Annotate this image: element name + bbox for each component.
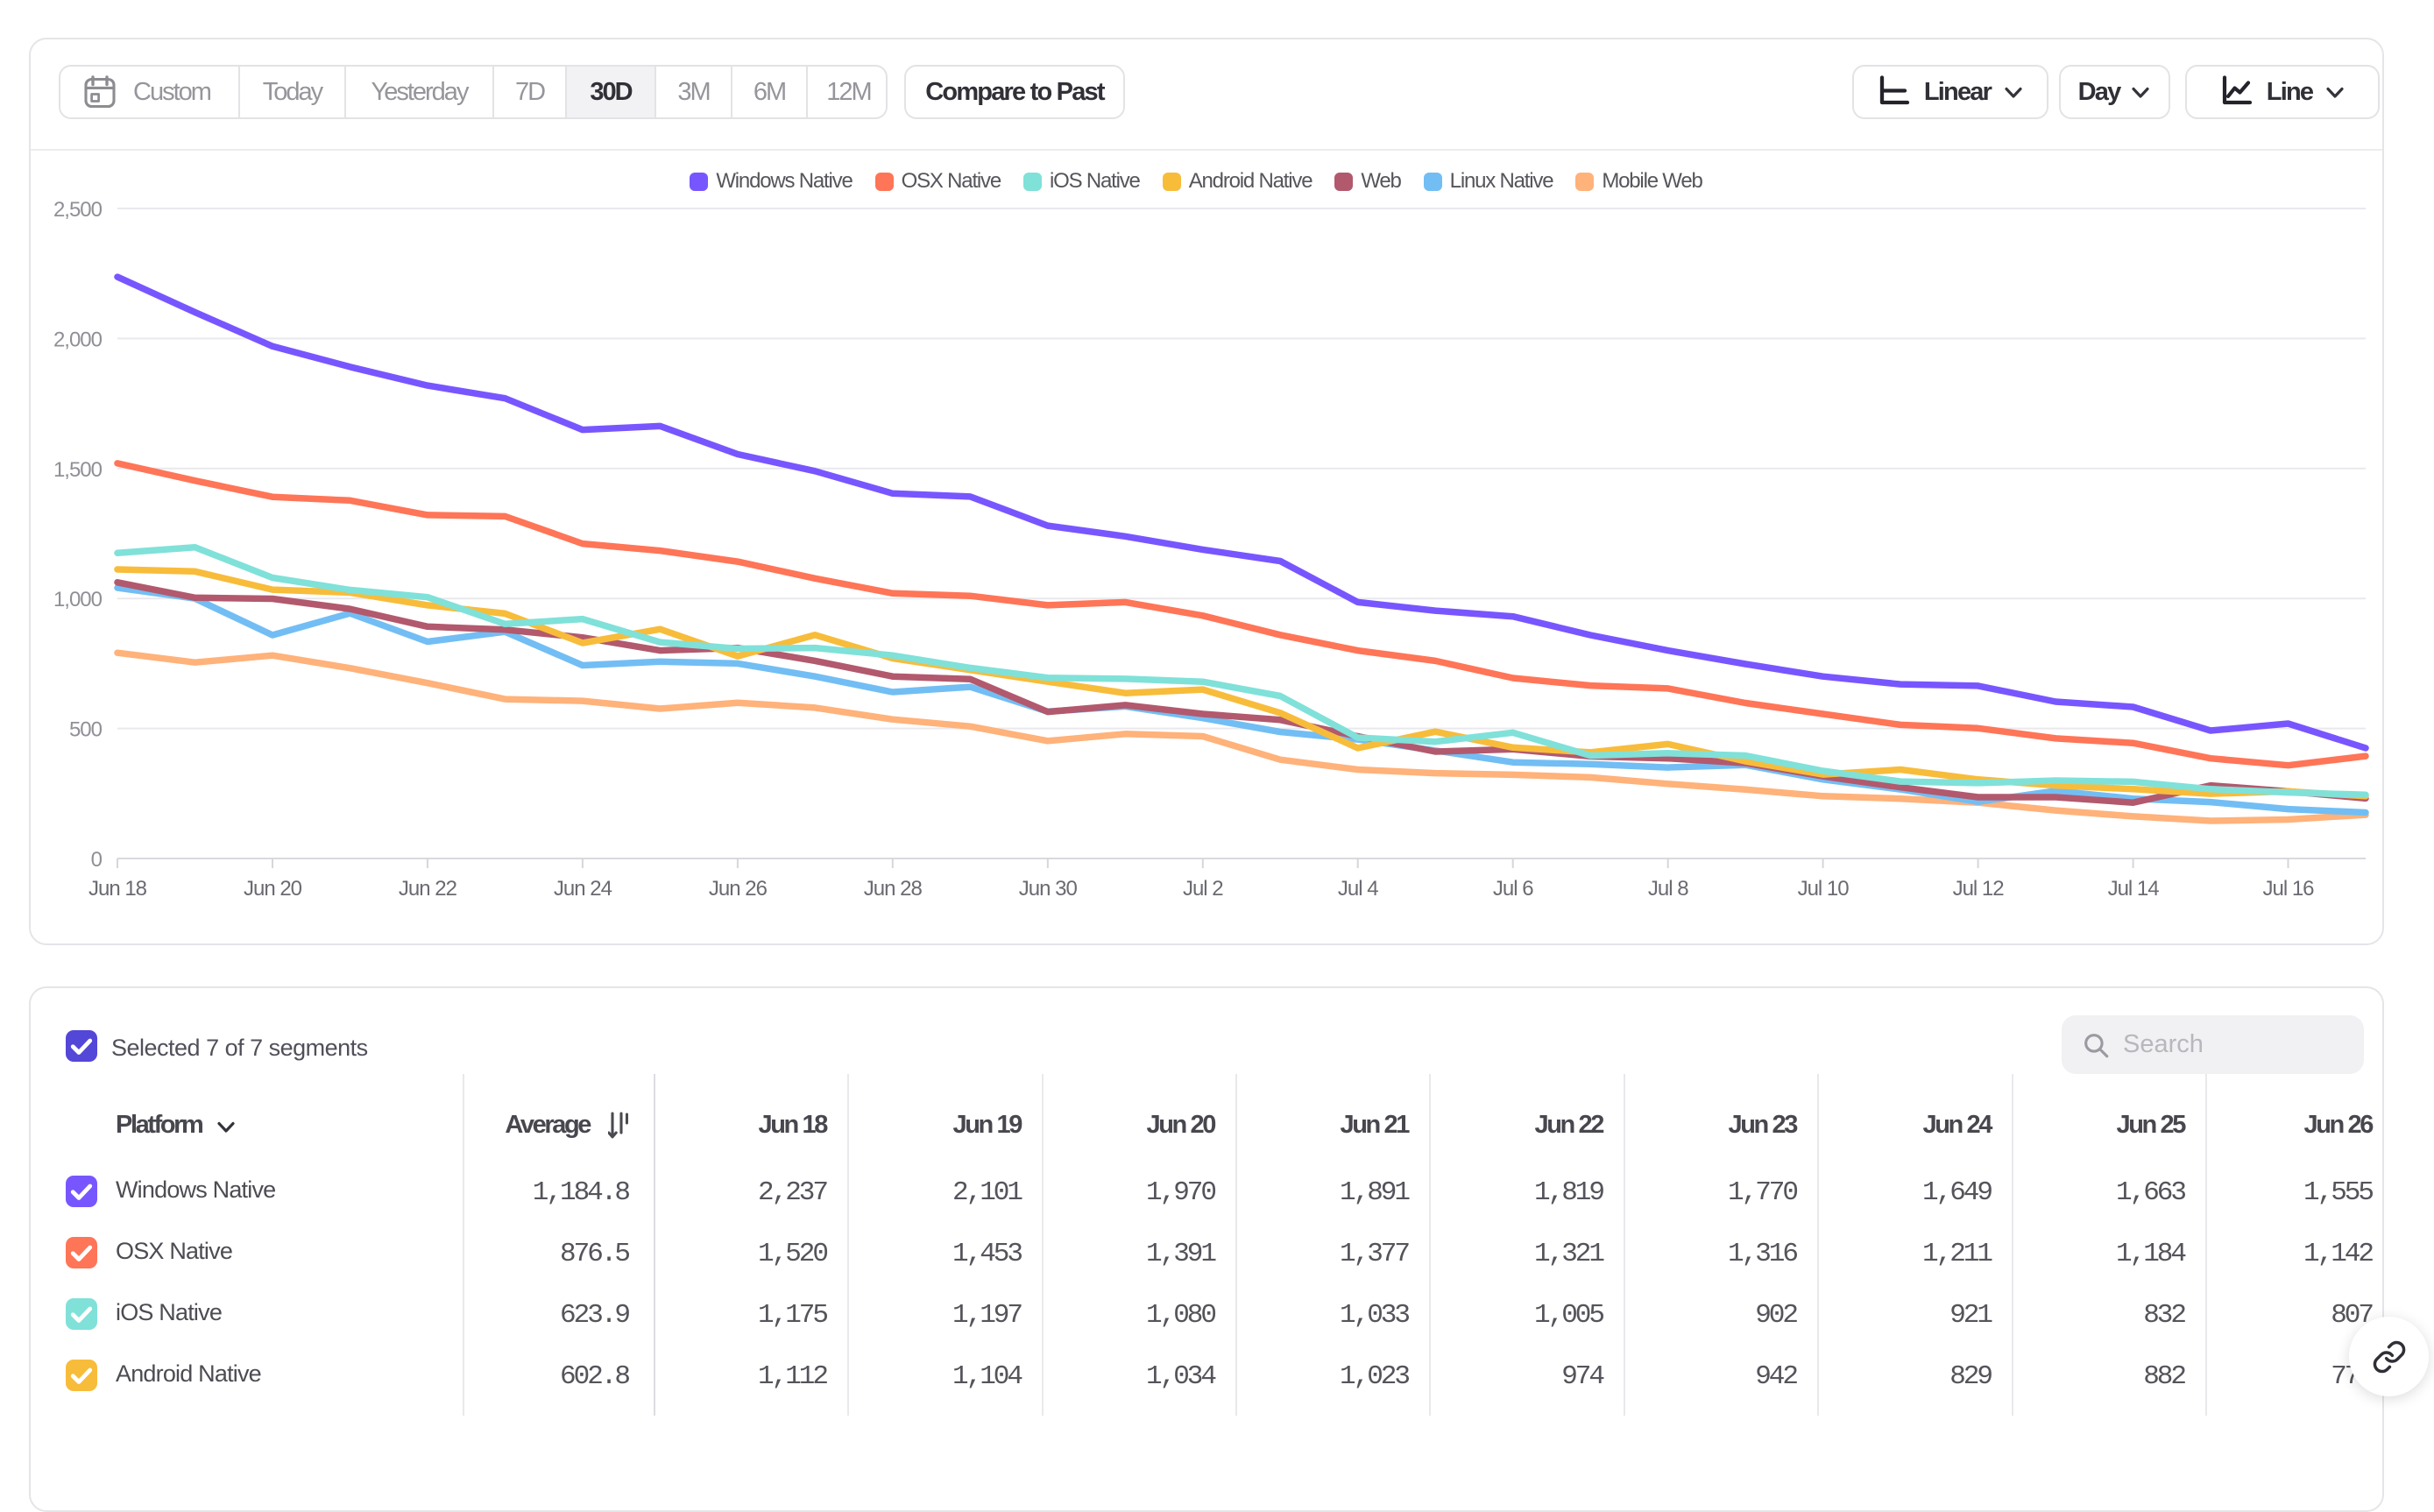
svg-text:Jun 20: Jun 20 — [244, 877, 302, 901]
svg-text:0: 0 — [91, 848, 103, 872]
svg-text:Jul 2: Jul 2 — [1183, 877, 1223, 901]
svg-text:Jun 22: Jun 22 — [399, 877, 457, 901]
svg-text:Jun 26: Jun 26 — [709, 877, 768, 901]
svg-text:Jun 28: Jun 28 — [864, 877, 923, 901]
svg-text:Jul 8: Jul 8 — [1648, 877, 1688, 901]
svg-text:Jul 14: Jul 14 — [2108, 877, 2160, 901]
svg-text:Jun 18: Jun 18 — [88, 877, 147, 901]
svg-text:Jul 10: Jul 10 — [1798, 877, 1850, 901]
svg-text:Jul 6: Jul 6 — [1493, 877, 1533, 901]
svg-text:Jun 30: Jun 30 — [1019, 877, 1078, 901]
svg-text:Jul 4: Jul 4 — [1338, 877, 1378, 901]
svg-text:Jul 12: Jul 12 — [1953, 877, 2005, 901]
svg-text:1,000: 1,000 — [53, 588, 103, 611]
svg-text:500: 500 — [69, 718, 103, 742]
svg-text:Jun 24: Jun 24 — [554, 877, 612, 901]
svg-text:1,500: 1,500 — [53, 458, 103, 482]
svg-text:2,000: 2,000 — [53, 328, 103, 351]
svg-text:2,500: 2,500 — [53, 198, 103, 222]
svg-text:Jul 16: Jul 16 — [2262, 877, 2314, 901]
